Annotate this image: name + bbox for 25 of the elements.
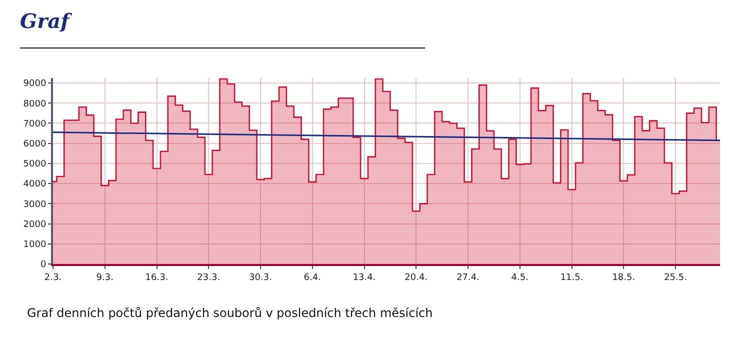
x-tick-label: 6.4.	[304, 272, 321, 283]
chart-title: Graf	[20, 9, 73, 33]
y-tick-label: 6000	[23, 140, 46, 150]
x-tick-label: 25.5.	[664, 272, 687, 283]
x-tick-label: 11.5.	[560, 272, 584, 283]
text: Graf denních počtů předaných souborů v posledních třech měsících	[27, 306, 433, 320]
x-tick-label: 20.4.	[404, 272, 428, 283]
x-tick-label: 13.4.	[352, 272, 376, 283]
x-tick-label: 23.3.	[197, 272, 220, 283]
y-tick-label: 9000	[23, 79, 46, 90]
x-tick-label: 18.5.	[612, 272, 636, 283]
x-tick-label: 4.5.	[511, 272, 528, 283]
x-tick-label: 9.3.	[96, 272, 114, 283]
y-tick-label: 0	[40, 260, 46, 270]
y-tick-label: 3000	[23, 200, 46, 210]
x-tick-label: 16.3.	[145, 272, 168, 283]
y-tick-label: 1000	[23, 240, 46, 250]
y-tick-label: 4000	[23, 180, 46, 190]
y-tick-label: 8000	[23, 99, 46, 110]
y-tick-label: 5000	[23, 160, 46, 170]
x-tick-label: 30.3.	[249, 272, 272, 283]
x-tick-label: 27.4.	[456, 272, 480, 283]
y-tick-label: 2000	[23, 220, 46, 230]
y-tick-label: 7000	[23, 119, 46, 130]
x-tick-label: 2.3.	[44, 272, 62, 283]
